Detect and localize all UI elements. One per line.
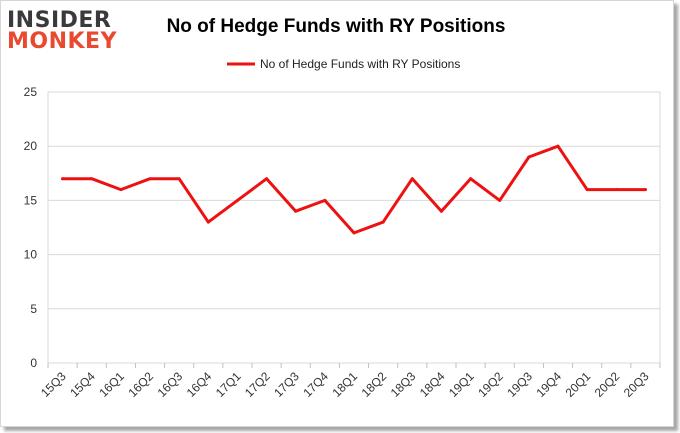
- x-tick-label: 20Q2: [592, 369, 623, 400]
- y-tick-label: 15: [24, 193, 38, 207]
- logo-text-insider: INSIDER: [7, 8, 112, 33]
- data-point: [119, 188, 123, 192]
- x-tick-label: 17Q3: [271, 369, 302, 400]
- data-point: [148, 177, 152, 181]
- data-point: [585, 188, 589, 192]
- x-tick-label: 17Q4: [300, 369, 331, 400]
- data-point: [469, 177, 473, 181]
- legend-label: No of Hedge Funds with RY Positions: [260, 57, 460, 71]
- x-tick-label: 20Q1: [563, 369, 594, 400]
- y-tick-label: 25: [24, 85, 38, 99]
- data-point: [614, 188, 618, 192]
- x-tick-label: 19Q2: [475, 369, 506, 400]
- grid: [47, 91, 661, 364]
- data-point: [410, 177, 414, 181]
- data-point: [265, 177, 269, 181]
- data-point: [235, 198, 239, 202]
- data-point: [61, 177, 65, 181]
- chart-frame: INSIDER MONKEY No of Hedge Funds with RY…: [0, 0, 674, 427]
- x-tick-label: 17Q1: [213, 369, 244, 400]
- data-point: [352, 231, 356, 235]
- legend: No of Hedge Funds with RY Positions: [227, 57, 460, 71]
- x-tick-label: 18Q1: [329, 369, 360, 400]
- x-tick-label: 19Q1: [446, 369, 477, 400]
- y-tick-label: 20: [24, 139, 38, 153]
- x-tick-label: 18Q3: [388, 369, 419, 400]
- axes: 051015202515Q315Q416Q116Q216Q316Q417Q117…: [24, 85, 661, 400]
- data-point: [643, 188, 647, 192]
- x-tick-label: 19Q3: [504, 369, 535, 400]
- x-tick-label: 16Q3: [155, 369, 186, 400]
- x-tick-label: 20Q3: [621, 369, 652, 400]
- y-tick-label: 0: [30, 356, 37, 370]
- x-tick-label: 16Q2: [125, 369, 156, 400]
- series: [61, 144, 647, 235]
- x-tick-label: 16Q4: [184, 369, 215, 400]
- plot-area-border: [47, 91, 661, 364]
- x-tick-label: 17Q2: [242, 369, 273, 400]
- data-point: [294, 209, 298, 213]
- data-point: [439, 209, 443, 213]
- data-point: [323, 198, 327, 202]
- x-tick-label: 15Q3: [38, 369, 69, 400]
- x-tick-label: 15Q4: [67, 369, 98, 400]
- y-tick-label: 10: [24, 248, 38, 262]
- line-chart: 051015202515Q315Q416Q116Q216Q316Q417Q117…: [24, 57, 661, 400]
- data-point: [498, 198, 502, 202]
- x-tick-label: 18Q4: [417, 369, 448, 400]
- x-tick-label: 16Q1: [96, 369, 127, 400]
- series-line: [61, 144, 647, 235]
- data-point: [556, 144, 560, 148]
- data-point: [381, 220, 385, 224]
- x-tick-label: 19Q4: [533, 369, 564, 400]
- chart-title: No of Hedge Funds with RY Positions: [166, 16, 506, 37]
- data-point: [177, 177, 181, 181]
- data-point: [90, 177, 94, 181]
- x-tick-label: 18Q2: [359, 369, 390, 400]
- logo-text-monkey: MONKEY: [7, 29, 118, 54]
- data-point: [206, 220, 210, 224]
- y-tick-label: 5: [30, 302, 37, 316]
- data-point: [527, 155, 531, 159]
